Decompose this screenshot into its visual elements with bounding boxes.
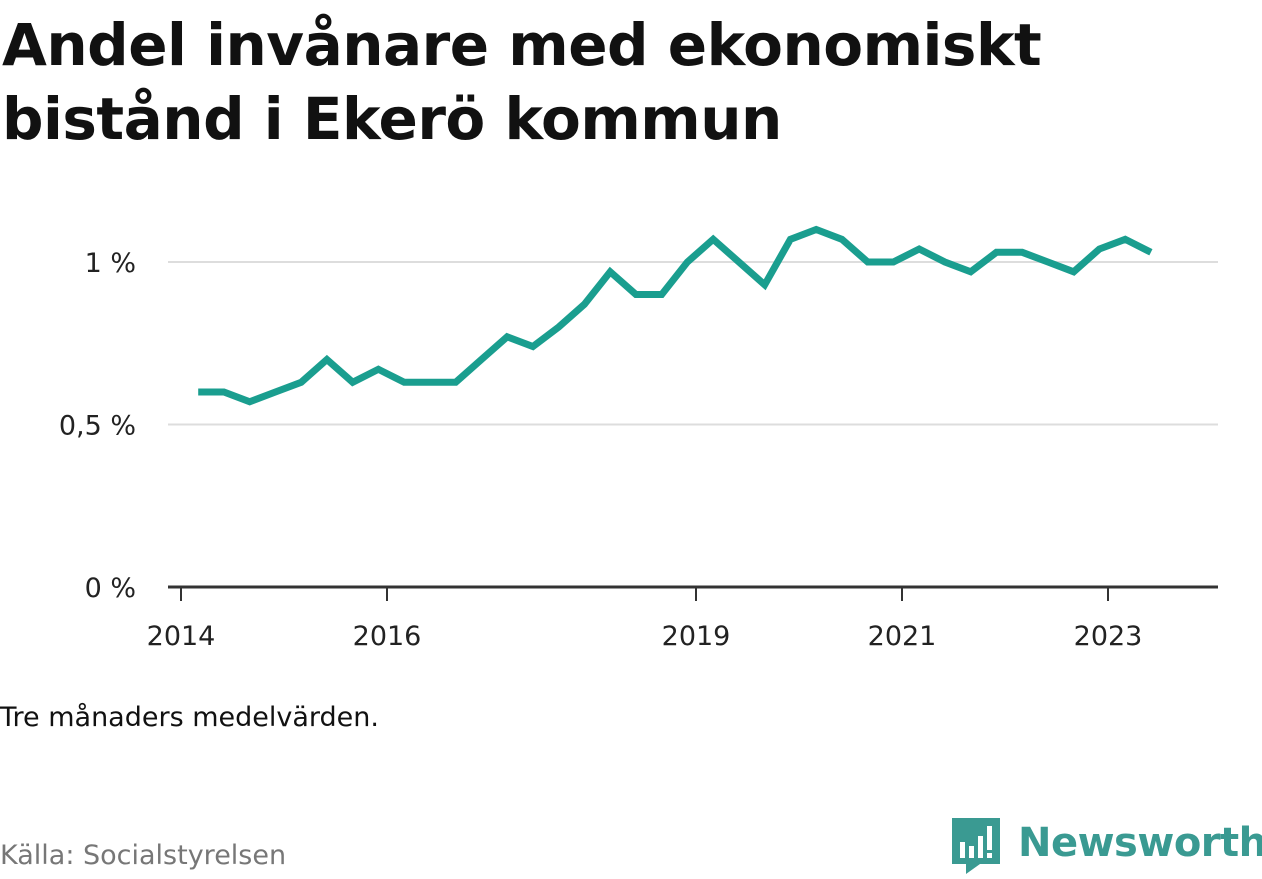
- brand-name: Newsworthy: [1018, 820, 1262, 866]
- x-tick-label: 2014: [147, 621, 216, 652]
- y-tick-label: 0,5 %: [59, 411, 136, 442]
- newsworthy-logo-icon: [952, 818, 1000, 874]
- y-tick-label: 0 %: [85, 573, 136, 604]
- x-tick-label: 2016: [353, 621, 422, 652]
- x-tick-label: 2019: [662, 621, 731, 652]
- y-tick-label: 1 %: [85, 248, 136, 279]
- source-credit: Källa: Socialstyrelsen: [0, 840, 287, 871]
- gridlines: [168, 261, 1218, 426]
- y-axis-labels: 0 % 0,5 % 1 %: [59, 248, 136, 604]
- chart-title: Andel invånare med ekonomiskt bistånd i …: [2, 11, 1042, 153]
- series-layer: [198, 225, 1153, 406]
- x-tick-label: 2023: [1074, 621, 1143, 652]
- newsworthy-brand: Newsworthy: [950, 816, 1262, 876]
- x-tick-label: 2021: [868, 621, 937, 652]
- x-axis: [168, 585, 1218, 601]
- chart-note: Tre månaders medelvärden.: [0, 702, 379, 733]
- line-chart: 0 % 0,5 % 1 % 2014 2016 2019 2021 2023: [59, 225, 1218, 652]
- series-line: [198, 225, 1153, 406]
- x-axis-labels: 2014 2016 2019 2021 2023: [147, 621, 1143, 652]
